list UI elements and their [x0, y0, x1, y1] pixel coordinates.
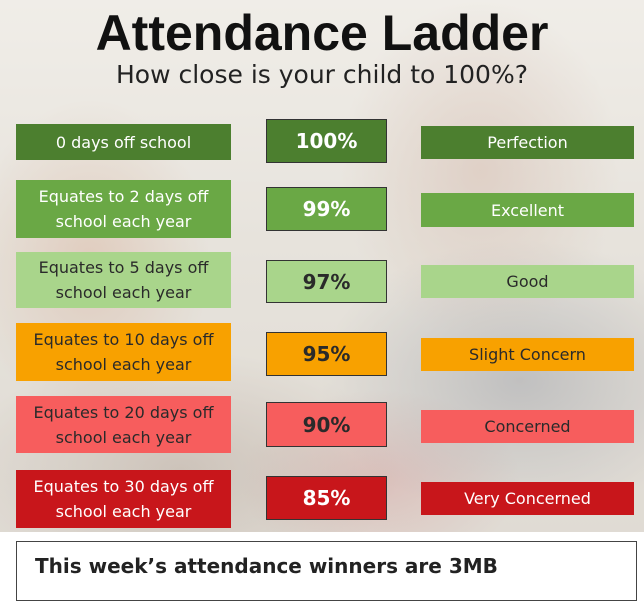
percent: 99% — [266, 187, 387, 231]
page: Attendance Ladder How close is your chil… — [0, 0, 644, 591]
percent: 90% — [266, 402, 387, 447]
footer: This week’s attendance winners are 3MB — [16, 541, 637, 601]
description: Equates to 5 days off school each year — [16, 252, 231, 308]
title: Attendance Ladder — [0, 4, 644, 62]
description: Equates to 2 days off school each year — [16, 180, 231, 238]
percent: 95% — [266, 332, 387, 376]
percent: 85% — [266, 476, 387, 520]
rating: Very Concerned — [421, 482, 634, 515]
description: Equates to 30 days off school each year — [16, 470, 231, 528]
description: Equates to 10 days off school each year — [16, 323, 231, 381]
percent: 97% — [266, 260, 387, 303]
description: 0 days off school — [16, 124, 231, 160]
rating: Perfection — [421, 126, 634, 159]
rating: Good — [421, 265, 634, 298]
percent: 100% — [266, 119, 387, 163]
rating: Excellent — [421, 193, 634, 227]
rating: Concerned — [421, 410, 634, 443]
subtitle: How close is your child to 100%? — [0, 60, 644, 89]
description: Equates to 20 days off school each year — [16, 396, 231, 453]
rating: Slight Concern — [421, 338, 634, 371]
